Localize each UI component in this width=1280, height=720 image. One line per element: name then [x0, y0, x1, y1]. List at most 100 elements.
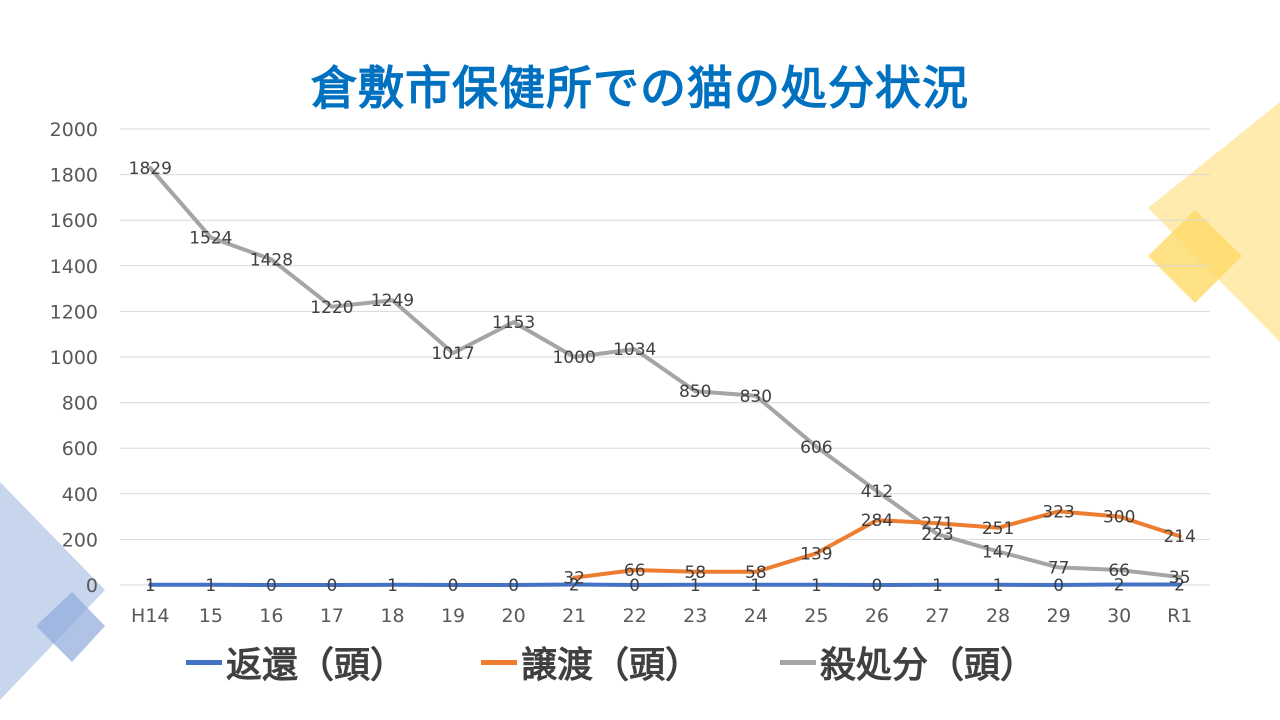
x-tick-label: 18: [380, 605, 404, 627]
legend-item-euthanasia: 殺処分（頭）: [780, 636, 1036, 688]
deco-yellow-diamond-small: [1148, 210, 1242, 303]
data-label: 1017: [431, 344, 474, 364]
data-label: 1000: [553, 348, 596, 368]
data-label: 32: [563, 569, 585, 589]
data-label: 1: [811, 576, 822, 596]
x-tick-label: 27: [925, 605, 949, 627]
legend-item-return: 返還（頭）: [186, 636, 406, 688]
data-label: 412: [861, 482, 893, 502]
data-label: 77: [1048, 558, 1070, 578]
data-label: 271: [921, 514, 953, 534]
data-label: 139: [800, 544, 832, 564]
legend-item-transfer: 譲渡（頭）: [481, 636, 701, 688]
x-tick-label: 20: [502, 605, 526, 627]
x-tick-label: 25: [804, 605, 828, 627]
x-tick-label: 21: [562, 605, 586, 627]
data-label: 0: [448, 576, 459, 596]
y-tick-label: 1800: [50, 165, 98, 187]
data-label: 830: [740, 387, 772, 407]
y-tick-label: 200: [62, 529, 98, 551]
data-label: 2: [1174, 576, 1185, 596]
data-label: 300: [1103, 508, 1135, 528]
data-label: 2: [569, 576, 580, 596]
data-label: 0: [508, 576, 519, 596]
data-label: 251: [982, 519, 1014, 539]
data-label: 147: [982, 542, 1014, 562]
legend-swatch-return: [186, 659, 222, 665]
data-label: 223: [921, 525, 953, 545]
data-label: 1249: [371, 291, 414, 311]
decoration-layer: [0, 102, 1280, 700]
legend-swatch-euthanasia: [780, 659, 816, 665]
x-tick-label: 16: [259, 605, 283, 627]
y-tick-label: 1600: [50, 210, 98, 232]
deco-blue-diamond-small: [36, 592, 105, 662]
data-label: 1428: [250, 250, 293, 270]
legend-label-euthanasia: 殺処分（頭）: [820, 645, 1037, 686]
x-tick-label: 24: [744, 605, 768, 627]
deco-blue-diamond-large: [0, 482, 105, 700]
data-label: 323: [1042, 502, 1074, 522]
data-label: 1829: [129, 159, 172, 179]
data-label: 0: [629, 576, 640, 596]
series-lines: [148, 166, 1182, 587]
deco-yellow-diamond-large: [1148, 102, 1280, 342]
data-label: 1: [750, 576, 761, 596]
data-label: 1: [205, 576, 216, 596]
page-title: 倉敷市保健所での猫の処分状況: [311, 61, 969, 115]
y-tick-label: 0: [86, 575, 98, 597]
x-tick-label: 30: [1107, 605, 1131, 627]
series-line-0: [148, 582, 1182, 587]
data-label: 0: [1053, 576, 1064, 596]
y-tick-label: 800: [62, 393, 98, 415]
x-tick-label: R1: [1167, 605, 1192, 627]
data-label: 66: [624, 561, 646, 581]
series-line-2: [148, 166, 1182, 579]
data-label: 214: [1163, 527, 1195, 547]
y-tick-label: 400: [62, 484, 98, 506]
data-label: 66: [1108, 561, 1130, 581]
data-label: 0: [266, 576, 277, 596]
data-label: 1: [145, 576, 156, 596]
y-tick-label: 600: [62, 438, 98, 460]
x-tick-label: 22: [623, 605, 647, 627]
chart-legend: 返還（頭） 譲渡（頭） 殺処分（頭）: [0, 636, 1280, 686]
data-label: 284: [861, 511, 893, 531]
legend-label-return: 返還（頭）: [226, 645, 407, 686]
data-label: 1: [387, 576, 398, 596]
data-label: 1153: [492, 313, 535, 333]
data-label: 1524: [189, 229, 232, 249]
data-label: 850: [679, 382, 711, 402]
data-label: 1: [993, 576, 1004, 596]
x-tick-label: 15: [199, 605, 223, 627]
y-tick-label: 1400: [50, 256, 98, 278]
x-tick-label: 28: [986, 605, 1010, 627]
x-tick-label: 29: [1047, 605, 1071, 627]
x-tick-label: 26: [865, 605, 889, 627]
y-axis: 0 200 400 600 800 1000 1200 1400 1600 1800 2000: [50, 119, 98, 597]
data-label: 58: [684, 563, 706, 583]
y-tick-label: 1000: [50, 347, 98, 369]
data-label: 1: [932, 576, 943, 596]
x-tick-label: 17: [320, 605, 344, 627]
data-label: 1: [690, 576, 701, 596]
data-label: 35: [1169, 568, 1191, 588]
x-tick-label: H14: [131, 605, 169, 627]
legend-swatch-transfer: [481, 659, 517, 665]
y-tick-label: 2000: [50, 119, 98, 141]
x-tick-label: 19: [441, 605, 465, 627]
data-label: 606: [800, 438, 832, 458]
x-tick-label: 23: [683, 605, 707, 627]
data-label: 1034: [613, 340, 656, 360]
series-line-1: [572, 509, 1182, 580]
data-label: 1220: [310, 298, 353, 318]
y-tick-label: 1200: [50, 301, 98, 323]
data-label: 58: [745, 563, 767, 583]
data-label: 0: [872, 576, 883, 596]
data-label: 2: [1114, 576, 1125, 596]
data-label: 0: [327, 576, 338, 596]
x-axis: H14 15 16 17 18 19 20 21 22 23 24 25 26 27 28 29 30 R1: [131, 605, 1192, 627]
legend-label-transfer: 譲渡（頭）: [521, 645, 702, 686]
